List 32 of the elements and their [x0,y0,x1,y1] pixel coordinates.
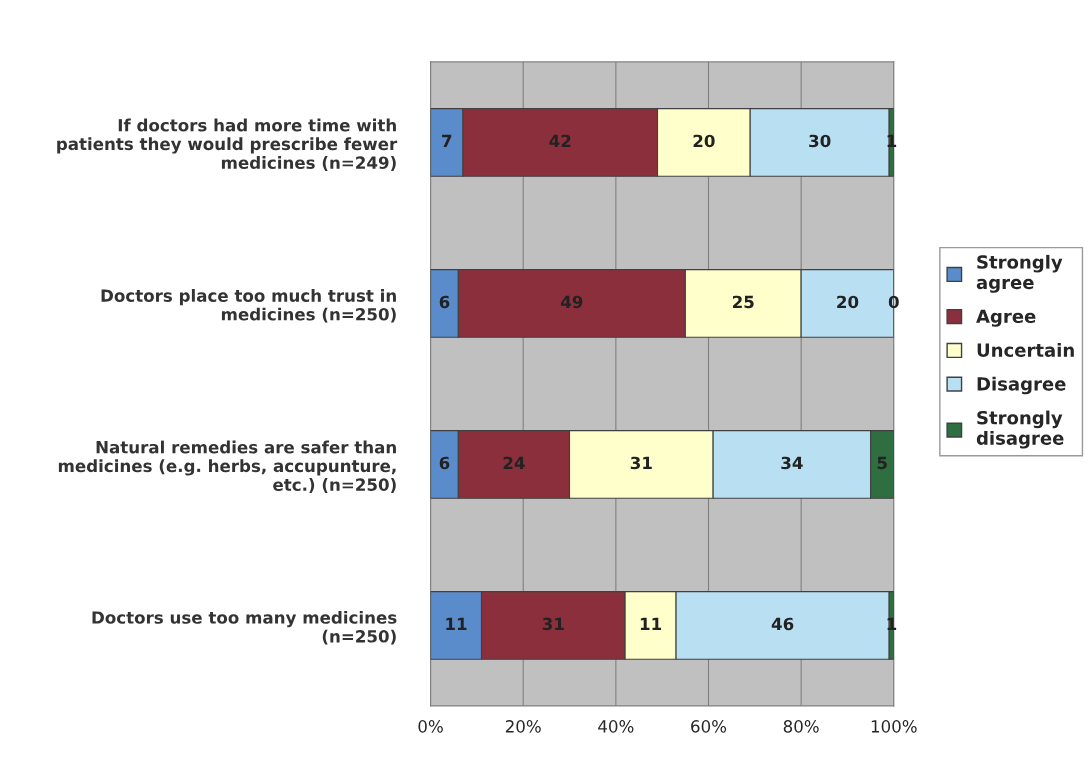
x-tick-label: 60% [691,720,727,733]
legend-label: Disagree [977,376,1066,395]
data-label: 46 [771,617,794,631]
data-label: 25 [732,295,754,309]
data-label: 30 [809,134,831,148]
legend-label: Strongly disagree [976,410,1064,449]
legend-label: Strongly agree [976,254,1063,293]
legend-label: Agree [976,309,1036,327]
x-tick-label: 20% [505,720,541,733]
y-tick-label: If doctors had more time with patients they would prescribe fewer medicines (n=249) [57,118,398,171]
y-tick-label: Doctors place too much trust in medicines (n=250) [101,289,396,323]
data-label: 20 [837,295,859,309]
data-label: 11 [446,617,467,630]
data-label: 7 [442,134,452,148]
x-tick-label: 0% [418,720,443,733]
data-label: 49 [560,295,583,309]
data-label: 34 [781,456,803,470]
data-label: 20 [693,134,715,148]
legend-label: Uncertain [977,342,1074,357]
y-tick-label: Doctors use too many medicines (n=250) [92,610,397,645]
data-label: 31 [542,617,564,631]
x-tick-label: 80% [783,720,819,733]
data-label: 42 [549,134,571,148]
data-label: 31 [630,456,652,470]
data-label: 5 [877,456,887,470]
x-tick-label: 100% [871,720,917,733]
y-tick-label: Natural remedies are safer than medicines (e.g. herbs, accupunture, etc.) (n=250) [58,440,396,493]
x-tick-label: 40% [598,720,634,733]
data-label: 6 [439,456,450,470]
data-label: 24 [503,456,525,469]
data-label: 11 [640,617,662,630]
data-label: 6 [439,295,450,309]
